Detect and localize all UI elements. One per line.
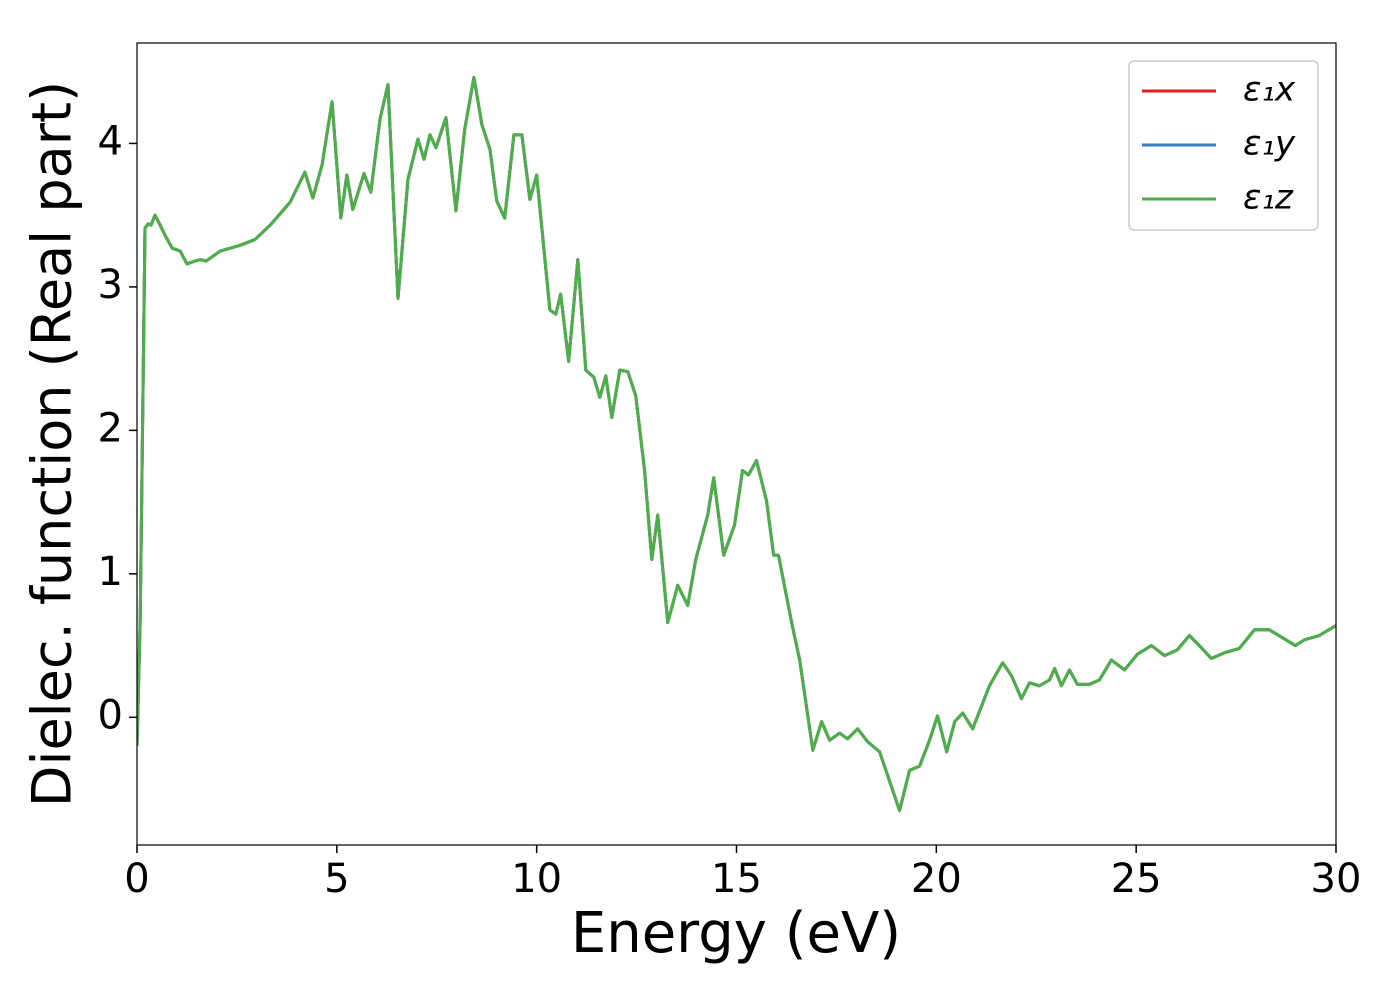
legend-box	[1128, 60, 1319, 231]
x-tick-label: 0	[124, 856, 149, 902]
line-series	[137, 75, 1336, 813]
x-axis-label: Energy (eV)	[571, 901, 901, 966]
y-tick-label: 3	[98, 262, 123, 308]
y-tick-label: 0	[98, 692, 123, 738]
x-tick-label: 10	[511, 856, 562, 902]
legend-label: ε₁y	[1243, 124, 1296, 164]
x-tick-label: 25	[1111, 856, 1162, 902]
y-axis-label: Dielec. function (Real part)	[21, 81, 84, 807]
x-tick-label: 20	[911, 856, 962, 902]
y-tick-label: 2	[98, 405, 123, 451]
x-tick-label: 30	[1311, 856, 1362, 902]
legend-label: ε₁x	[1243, 70, 1296, 110]
y-tick-label: 4	[98, 118, 123, 164]
y-tick-label: 1	[98, 549, 123, 595]
x-tick-label: 5	[324, 856, 349, 902]
legend-label: ε₁z	[1243, 178, 1294, 218]
x-tick-label: 15	[711, 856, 762, 902]
plot-frame	[136, 42, 1337, 846]
